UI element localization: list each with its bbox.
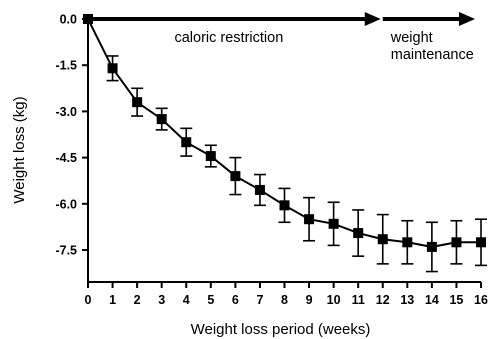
data-point xyxy=(328,218,339,229)
data-point xyxy=(353,228,364,239)
y-tick-label: -4.5 xyxy=(55,151,77,165)
y-tick-label: -3.0 xyxy=(55,105,77,119)
x-tick-label: 16 xyxy=(474,293,488,307)
data-point xyxy=(156,114,167,125)
x-tick-label: 3 xyxy=(158,293,165,307)
data-point xyxy=(205,151,216,162)
y-tick-label: -1.5 xyxy=(55,59,77,73)
data-point xyxy=(181,137,192,148)
period-arrowhead xyxy=(459,12,475,26)
x-tick-label: 0 xyxy=(85,293,92,307)
annotation-label: weight maintenance xyxy=(390,30,474,63)
data-point xyxy=(132,97,143,108)
y-tick-label: -6.0 xyxy=(55,197,77,211)
data-point xyxy=(304,214,315,225)
x-tick-label: 1 xyxy=(109,293,116,307)
annotation-label: caloric restriction xyxy=(174,30,283,46)
x-tick-label: 7 xyxy=(256,293,263,307)
x-ticks: 0 1 2 3 4 5 6 7 8 9 10 11 12 13 14 15 16 xyxy=(85,282,488,307)
data-point xyxy=(402,237,413,248)
data-point xyxy=(377,234,388,245)
y-axis-title: Weight loss (kg) xyxy=(11,96,28,203)
x-tick-label: 13 xyxy=(400,293,414,307)
data-point xyxy=(230,171,241,182)
data-markers xyxy=(83,14,486,252)
y-tick-label: 0.0 xyxy=(60,13,77,27)
data-point xyxy=(83,14,93,24)
x-tick-label: 6 xyxy=(232,293,239,307)
x-tick-label: 10 xyxy=(327,293,341,307)
data-point xyxy=(107,63,118,74)
x-tick-label: 9 xyxy=(306,293,313,307)
x-tick-label: 15 xyxy=(449,293,463,307)
x-tick-label: 12 xyxy=(376,293,390,307)
error-bars xyxy=(106,55,487,273)
x-tick-label: 2 xyxy=(134,293,141,307)
x-tick-label: 14 xyxy=(425,293,439,307)
y-ticks: 0.0 -1.5 -3.0 -4.5 -6.0 -7.5 xyxy=(55,13,88,258)
period-arrows: caloric restriction weight maintenance xyxy=(93,12,475,63)
x-tick-label: 8 xyxy=(281,293,288,307)
y-tick-label: -7.5 xyxy=(55,244,77,258)
data-point xyxy=(451,237,462,248)
data-point xyxy=(426,241,437,252)
x-tick-label: 11 xyxy=(352,293,365,307)
data-point xyxy=(279,200,290,211)
x-axis-title: Weight loss period (weeks) xyxy=(191,321,371,338)
x-tick-label: 4 xyxy=(183,293,190,307)
data-point xyxy=(476,237,486,248)
x-tick-label: 5 xyxy=(207,293,214,307)
period-arrowhead xyxy=(364,12,381,26)
data-point xyxy=(254,184,265,195)
